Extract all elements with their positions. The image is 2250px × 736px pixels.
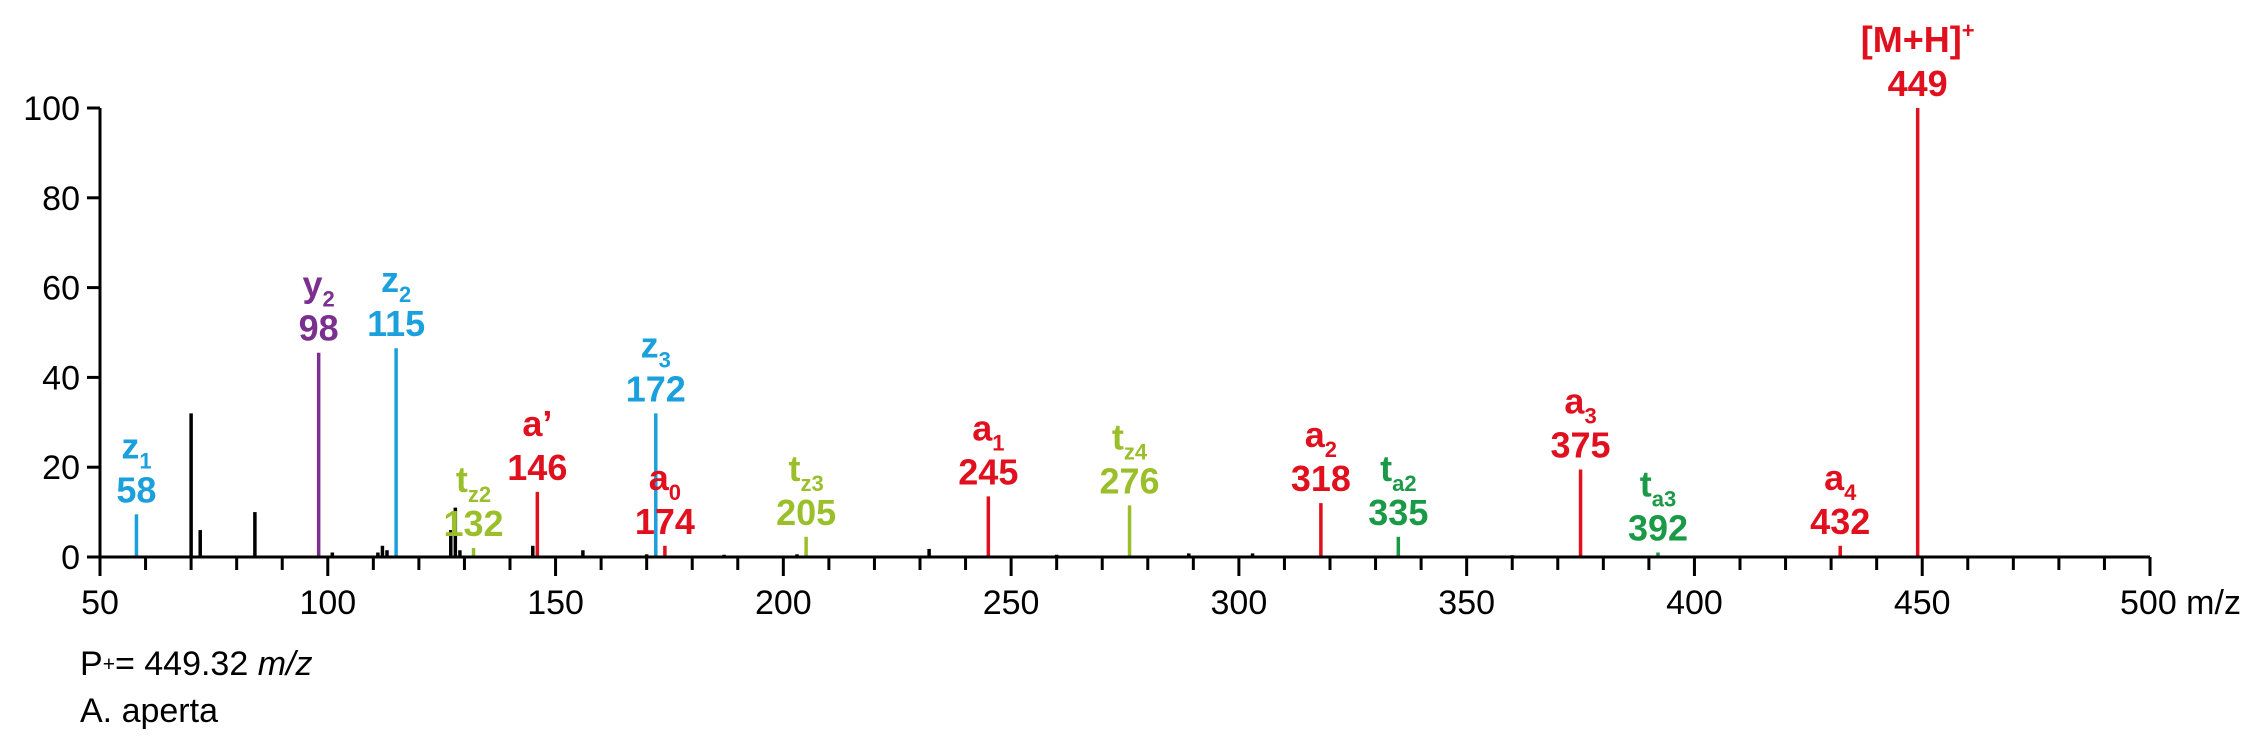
peak-mass-label: 335 [1368, 492, 1428, 533]
y-tick-label: 20 [42, 449, 80, 487]
peak-ion-label: a4 [1824, 457, 1857, 505]
x-tick-label: 150 [527, 584, 584, 622]
axes: 0 20 40 60 80 100 50 100 150 200 250 300 350 400 450 50… [23, 90, 2241, 622]
x-tick-label: 50 [81, 584, 119, 622]
peak-mass-label: 58 [116, 469, 156, 510]
peak-mass-label: 115 [367, 303, 425, 344]
peak-mass-label: 245 [958, 451, 1018, 492]
peak-ion-label: z2 [381, 259, 411, 307]
y-tick-label: 60 [42, 270, 80, 308]
labeled-peaks [134, 108, 1920, 557]
peak-ion-label: [M+H]+ [1861, 18, 1975, 60]
x-tick-label: 200 [755, 584, 812, 622]
precursor-unit: m/z [257, 645, 313, 683]
peak-ion-label: a1 [972, 407, 1004, 455]
peak-ion-label: tz4 [1112, 416, 1148, 464]
peak-ion-label: tz2 [456, 459, 491, 507]
peak-ion-label: z1 [121, 425, 151, 473]
peak-ion-label: ta2 [1380, 448, 1416, 496]
peak-mass-label: 318 [1291, 458, 1351, 499]
peak-mass-label: 132 [444, 503, 504, 544]
peak-ion-label: z3 [641, 324, 671, 372]
precursor-prefix: P [80, 645, 103, 683]
precursor-charge: + [102, 653, 115, 676]
peak-mass-label: 146 [507, 447, 567, 488]
peak-ion-label: a2 [1305, 414, 1337, 462]
x-tick-label: 350 [1438, 584, 1495, 622]
y-tick-label: 0 [61, 539, 80, 577]
peak-ion-label: y2 [303, 264, 335, 312]
y-tick-label: 100 [23, 90, 80, 128]
peak-mass-label: 172 [626, 368, 686, 409]
species-name: A. aperta [80, 692, 218, 730]
peak-mass-label: 392 [1628, 508, 1688, 549]
peak-mass-label: 375 [1551, 424, 1611, 465]
peak-mass-label: 449 [1888, 63, 1948, 104]
peak-ion-label: ta3 [1640, 464, 1676, 512]
peak-mass-label: 276 [1100, 460, 1160, 501]
y-tick-label: 80 [42, 180, 80, 218]
precursor-value: = 449.32 [114, 645, 258, 683]
peak-mass-label: 205 [776, 492, 836, 533]
x-tick-label: 500 m/z [2120, 584, 2241, 622]
peak-mass-label: 98 [299, 308, 339, 349]
peak-ion-label: a’ [522, 403, 552, 444]
x-tick-label: 300 [1211, 584, 1268, 622]
x-tick-label: 250 [983, 584, 1040, 622]
x-tick-label: 400 [1666, 584, 1723, 622]
peak-mass-label: 174 [635, 501, 695, 542]
peak-ion-label: tz3 [788, 448, 823, 496]
x-tick-label: 100 [299, 584, 356, 622]
peak-ion-label: a3 [1564, 380, 1596, 428]
x-tick-label: 450 [1894, 584, 1951, 622]
y-tick-label: 40 [42, 359, 80, 397]
precursor-mass-note: P+= 449.32 m/z [80, 645, 312, 684]
peak-ion-label: a0 [649, 457, 681, 505]
peak-mass-label: 432 [1810, 501, 1870, 542]
